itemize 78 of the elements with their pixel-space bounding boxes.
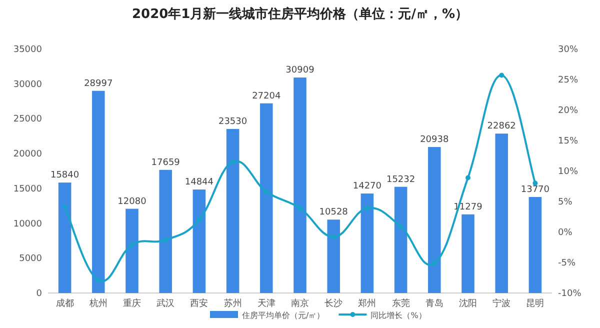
y-tick-label: 20000 xyxy=(13,150,42,160)
point xyxy=(499,72,504,78)
bar xyxy=(528,197,542,293)
data-label: 20938 xyxy=(420,135,449,146)
bar xyxy=(159,170,172,293)
legend-label: 同比增长（%） xyxy=(370,311,426,320)
point xyxy=(196,217,202,222)
data-label: 28997 xyxy=(84,78,113,89)
data-label: 15840 xyxy=(50,170,80,181)
y-tick-label: 15000 xyxy=(13,184,42,194)
point xyxy=(96,278,101,283)
bar xyxy=(428,147,441,293)
y2-tick-label: 5% xyxy=(558,198,573,208)
data-label: 27204 xyxy=(252,91,281,102)
x-tick-label: 南京 xyxy=(291,298,309,309)
x-tick-label: 郑州 xyxy=(358,298,376,309)
chart-title: 2020年1月新一线城市住房平均价格（单位：元/㎡，%） xyxy=(132,6,468,22)
x-tick-label: 沈阳 xyxy=(459,298,477,309)
data-label: 17659 xyxy=(151,158,180,168)
x-tick-label: 宁波 xyxy=(492,298,511,309)
y-tick-label: 0 xyxy=(36,289,42,299)
x-tick-label: 西安 xyxy=(190,298,208,309)
y-tick-label: 30000 xyxy=(13,80,42,90)
y-tick-label: 5000 xyxy=(19,254,42,264)
bar xyxy=(92,90,105,293)
x-tick-label: 长沙 xyxy=(324,298,343,309)
point xyxy=(364,206,370,211)
data-label: 15232 xyxy=(386,174,416,185)
x-tick-label: 成都 xyxy=(56,298,74,309)
x-tick-label: 武汉 xyxy=(156,298,175,309)
x-tick-label: 重庆 xyxy=(123,298,141,309)
y2-tick-label: 30% xyxy=(558,45,578,55)
legend-label: 住房平均单价（元/㎡） xyxy=(242,311,325,320)
point xyxy=(331,234,336,240)
data-label: 14270 xyxy=(352,182,382,192)
point xyxy=(163,237,168,242)
point xyxy=(264,189,269,194)
point xyxy=(432,260,437,266)
bar xyxy=(360,194,374,293)
y2-tick-label: 15% xyxy=(558,136,578,146)
data-label: 10528 xyxy=(319,208,348,218)
data-label: 12080 xyxy=(118,196,147,207)
x-tick-label: 昆明 xyxy=(526,298,544,309)
bar xyxy=(394,186,408,293)
y2-tick-label: 25% xyxy=(558,76,578,86)
y-tick-label: 10000 xyxy=(13,219,42,230)
bar xyxy=(327,220,340,293)
data-label: 22862 xyxy=(487,122,516,132)
x-tick-label: 东莞 xyxy=(392,298,410,309)
x-tick-label: 杭州 xyxy=(88,298,108,309)
y2-tick-label: 10% xyxy=(558,167,578,177)
bar xyxy=(226,128,240,293)
bar xyxy=(294,78,306,293)
x-tick-label: 苏州 xyxy=(224,298,242,309)
y2-tick-label: -5% xyxy=(558,258,576,268)
x-tick-label: 天津 xyxy=(257,298,276,309)
data-label: 30909 xyxy=(286,66,315,76)
point xyxy=(130,242,134,248)
bar xyxy=(192,190,206,293)
x-tick-label: 青岛 xyxy=(425,298,444,309)
bar xyxy=(58,182,72,293)
point xyxy=(298,206,302,211)
data-label: 23530 xyxy=(218,116,248,127)
y2-tick-label: -10% xyxy=(558,289,582,299)
y-tick-label: 35000 xyxy=(13,45,42,55)
point xyxy=(230,159,236,164)
y-tick-label: 25000 xyxy=(13,114,42,125)
y2-tick-label: 0% xyxy=(558,228,573,238)
point xyxy=(466,175,470,180)
data-label: 14844 xyxy=(184,178,214,188)
bar xyxy=(260,103,273,293)
point xyxy=(62,204,68,210)
bar xyxy=(462,214,474,293)
data-label: 13770 xyxy=(520,185,550,196)
y2-tick-label: 20% xyxy=(558,106,578,116)
point xyxy=(398,224,404,230)
bar xyxy=(495,134,508,293)
bar xyxy=(126,208,138,293)
